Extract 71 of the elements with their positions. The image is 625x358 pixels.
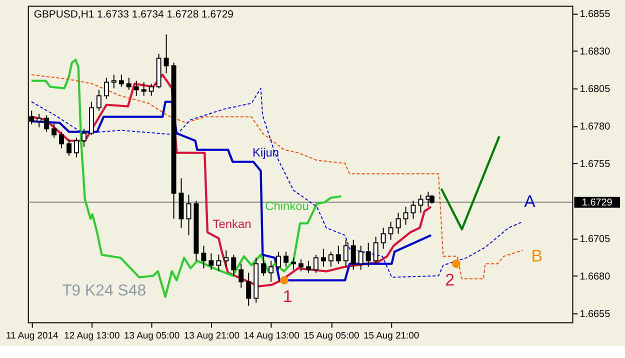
annotation: Tenkan bbox=[212, 217, 252, 232]
annotation: T9 K24 S48 bbox=[62, 282, 146, 300]
candlestick bbox=[313, 254, 318, 274]
candlestick bbox=[231, 254, 236, 276]
annotation: 2 bbox=[445, 270, 454, 290]
y-tick-label: 1.6830 bbox=[580, 46, 611, 58]
x-tick-label: 14 Aug 13:00 bbox=[244, 330, 300, 342]
candlestick bbox=[261, 254, 266, 276]
y-tick-label: 1.6755 bbox=[580, 158, 611, 170]
x-tick-label: 12 Aug 13:00 bbox=[64, 330, 120, 342]
candlestick bbox=[320, 248, 326, 268]
x-tick-label: 11 Aug 2014 bbox=[6, 330, 58, 342]
candlestick bbox=[373, 236, 378, 264]
candlestick bbox=[148, 83, 154, 96]
candlestick bbox=[336, 245, 341, 264]
candlestick bbox=[66, 138, 72, 156]
annotation: Chinkou bbox=[265, 198, 309, 213]
candlestick bbox=[186, 194, 192, 236]
candlestick bbox=[104, 77, 109, 100]
candlestick bbox=[44, 114, 50, 132]
candlestick bbox=[396, 212, 401, 234]
candlestick bbox=[201, 245, 206, 269]
candlestick bbox=[164, 34, 169, 74]
candlestick bbox=[403, 206, 408, 226]
candlestick bbox=[418, 194, 424, 214]
candlestick bbox=[380, 227, 386, 250]
candlestick bbox=[358, 245, 364, 270]
y-tick-label: 1.6780 bbox=[580, 121, 611, 132]
candlestick bbox=[126, 77, 132, 90]
candlestick bbox=[284, 251, 289, 268]
candlestick bbox=[52, 122, 57, 138]
candlestick bbox=[276, 251, 282, 270]
y-tick-label: 1.6680 bbox=[580, 271, 611, 282]
annotation: 1 bbox=[282, 286, 292, 306]
candlestick bbox=[388, 221, 394, 240]
candlestick bbox=[291, 257, 296, 270]
y-tick-label: 1.6655 bbox=[580, 308, 611, 320]
candlestick bbox=[224, 250, 229, 268]
y-tick-label: 1.6805 bbox=[580, 84, 611, 95]
candlestick bbox=[410, 200, 416, 220]
y-tick-label: 1.6855 bbox=[580, 8, 611, 20]
x-tick-label: 13 Aug 05:00 bbox=[124, 330, 180, 342]
candlestick bbox=[96, 89, 102, 112]
candlestick bbox=[111, 74, 116, 89]
candlestick bbox=[350, 239, 356, 270]
annotation: A bbox=[524, 192, 536, 211]
candlestick bbox=[238, 263, 244, 288]
chart-title: GBPUSD,H1 1.6733 1.6734 1.6728 1.6729 bbox=[34, 10, 234, 21]
candlestick bbox=[298, 258, 304, 272]
candlestick bbox=[134, 80, 139, 96]
annotation: B bbox=[531, 246, 543, 266]
x-tick-label: 15 Aug 21:00 bbox=[363, 330, 420, 342]
x-tick-label: 15 Aug 05:00 bbox=[304, 330, 360, 342]
candlestick bbox=[141, 82, 146, 96]
candlestick bbox=[118, 74, 124, 88]
ref-line-label: 1.6729 bbox=[582, 197, 613, 208]
x-tick-label: 13 Aug 21:00 bbox=[184, 330, 240, 342]
candlestick bbox=[306, 260, 311, 274]
y-tick-label: 1.6705 bbox=[580, 234, 611, 245]
candlestick bbox=[36, 113, 42, 128]
candlestick bbox=[268, 260, 274, 282]
candlestick bbox=[216, 254, 222, 272]
candlestick bbox=[246, 272, 252, 306]
candlestick bbox=[74, 137, 79, 158]
annotation: Kijun bbox=[252, 145, 280, 160]
candlestick bbox=[208, 252, 214, 270]
candlestick bbox=[59, 131, 64, 149]
candlestick bbox=[82, 128, 86, 148]
candlestick bbox=[366, 242, 371, 268]
candlestick bbox=[343, 239, 348, 268]
candlestick bbox=[328, 251, 334, 268]
